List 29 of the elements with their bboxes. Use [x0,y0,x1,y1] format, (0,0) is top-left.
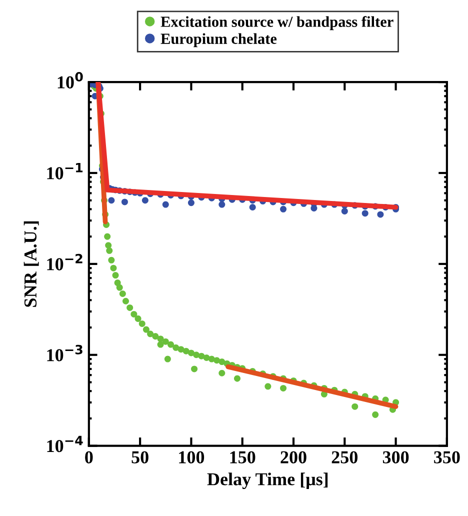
point [188,200,194,206]
point [121,198,128,206]
y-tick-label: 10$^{−1}$ [47,163,83,180]
x-tick-label: 250 [332,451,358,464]
point [142,197,148,204]
x-tick-label: 50 [132,451,148,464]
x-tick-label: 0 [85,451,93,464]
x-tick-label: 200 [280,451,306,464]
y-tick-label: 10$^{−3}$ [47,344,82,362]
point [377,211,384,218]
x-axis-title: Delay Time [μs] [207,472,328,490]
y-tick-label: 10$^{−2}$ [47,254,82,270]
legend-label: Excitation source w/ bandpass filter [160,16,394,30]
point [310,204,318,212]
y-tick-label: 10$^{0}$ [58,72,83,88]
point [108,197,115,204]
point [362,210,368,217]
point [162,201,169,208]
y-axis-title: SNR [A.U.] [24,221,39,307]
point [341,208,348,214]
x-tick-label: 150 [230,451,256,464]
y-tick-label: 10$^{−4}$ [47,436,83,452]
x-tick-label: 350 [434,451,460,464]
point [249,204,256,211]
x-tick-label: 100 [179,451,204,464]
point [280,206,287,212]
x-tick-label: 300 [382,451,409,464]
point [218,201,226,208]
legend-label: Europium chelate [160,33,277,48]
